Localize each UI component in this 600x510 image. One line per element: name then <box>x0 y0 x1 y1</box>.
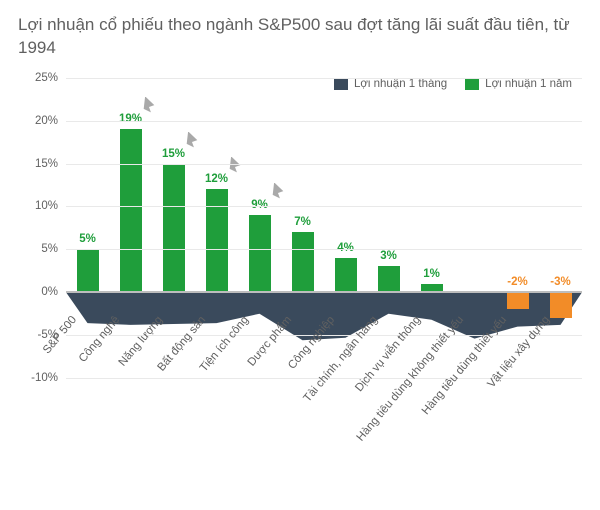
bar-value-label: -2% <box>498 276 538 288</box>
emphasis-arrow-icon <box>182 132 202 152</box>
y-tick: 5% <box>22 243 58 255</box>
emphasis-arrow-icon <box>139 97 159 117</box>
y-tick: 20% <box>22 115 58 127</box>
bar <box>292 232 314 292</box>
bar-value-label: 4% <box>326 242 366 254</box>
emphasis-arrow-icon <box>268 183 288 203</box>
chart-title: Lợi nhuận cổ phiếu theo ngành S&P500 sau… <box>18 14 582 60</box>
y-tick: 0% <box>22 286 58 298</box>
bar <box>120 129 142 292</box>
y-tick: 10% <box>22 200 58 212</box>
bar-value-label: 1% <box>412 268 452 280</box>
bar <box>378 266 400 292</box>
bar <box>77 249 99 292</box>
bar <box>163 164 185 293</box>
bar <box>507 292 529 309</box>
bar-value-label: -3% <box>541 276 581 288</box>
emphasis-arrow-icon <box>225 157 245 177</box>
bar <box>249 215 271 292</box>
bar <box>335 258 357 292</box>
bar-value-label: 3% <box>369 250 409 262</box>
bar-value-label: 5% <box>68 233 108 245</box>
y-tick: 25% <box>22 72 58 84</box>
y-tick: 15% <box>22 158 58 170</box>
bar <box>550 292 572 318</box>
y-tick: -10% <box>22 372 58 384</box>
bar-value-label: 7% <box>283 216 323 228</box>
bar <box>206 189 228 292</box>
